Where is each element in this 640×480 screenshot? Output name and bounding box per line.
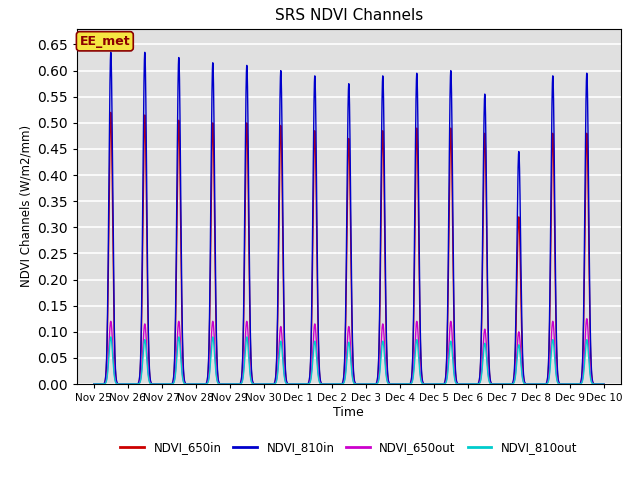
NDVI_650in — [492, 381, 499, 387]
NDVI_810out — [598, 381, 606, 387]
NDVI_810in — [492, 381, 499, 387]
NDVI_650out — [281, 374, 289, 380]
NDVI_650out — [492, 381, 499, 387]
Legend: NDVI_650in, NDVI_810in, NDVI_650out, NDVI_810out: NDVI_650in, NDVI_810in, NDVI_650out, NDV… — [116, 436, 582, 458]
NDVI_650out — [419, 381, 427, 386]
NDVI_810out — [107, 334, 115, 340]
NDVI_650in — [107, 109, 115, 115]
NDVI_650in — [90, 381, 98, 387]
NDVI_650out — [598, 381, 606, 387]
NDVI_650in — [419, 380, 427, 385]
NDVI_810in — [107, 49, 115, 55]
Line: NDVI_810out: NDVI_810out — [94, 337, 604, 384]
NDVI_810out — [281, 377, 289, 383]
NDVI_650in — [199, 381, 207, 387]
NDVI_810in — [199, 381, 207, 387]
NDVI_810in — [281, 348, 289, 354]
NDVI_650out — [194, 381, 202, 387]
NDVI_810in — [194, 381, 202, 387]
NDVI_650in — [600, 381, 607, 387]
NDVI_650in — [194, 381, 202, 387]
NDVI_810in — [90, 381, 98, 387]
Title: SRS NDVI Channels: SRS NDVI Channels — [275, 9, 423, 24]
NDVI_810out — [492, 381, 499, 387]
NDVI_810out — [419, 381, 427, 387]
Y-axis label: NDVI Channels (W/m2/mm): NDVI Channels (W/m2/mm) — [20, 125, 33, 288]
NDVI_810out — [90, 381, 98, 387]
NDVI_810in — [419, 380, 427, 385]
NDVI_810out — [199, 381, 207, 387]
NDVI_810in — [598, 381, 606, 387]
X-axis label: Time: Time — [333, 406, 364, 419]
NDVI_810out — [194, 381, 202, 387]
NDVI_650out — [90, 381, 98, 387]
Line: NDVI_650out: NDVI_650out — [94, 319, 604, 384]
Line: NDVI_650in: NDVI_650in — [94, 112, 604, 384]
NDVI_810out — [600, 381, 607, 387]
Line: NDVI_810in: NDVI_810in — [94, 52, 604, 384]
NDVI_650in — [598, 381, 606, 387]
NDVI_650out — [600, 381, 607, 387]
Text: EE_met: EE_met — [79, 35, 130, 48]
NDVI_650out — [199, 381, 207, 387]
NDVI_650out — [583, 316, 591, 322]
NDVI_650in — [281, 354, 289, 360]
NDVI_810in — [600, 381, 607, 387]
